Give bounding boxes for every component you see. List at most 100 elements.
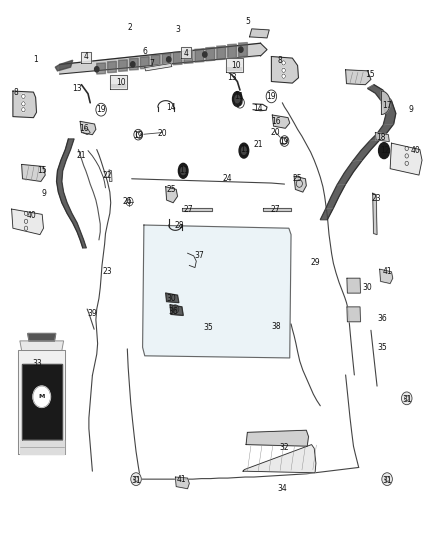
Text: 9: 9 [409,105,413,114]
Ellipse shape [181,167,186,174]
Polygon shape [166,293,179,303]
Circle shape [21,108,25,112]
Polygon shape [380,269,393,284]
Circle shape [131,62,135,67]
Text: 25: 25 [166,185,176,194]
Text: 40: 40 [410,146,420,155]
Circle shape [166,57,171,62]
Polygon shape [226,58,243,72]
Polygon shape [55,60,73,71]
Polygon shape [21,364,62,440]
Text: 30: 30 [166,294,176,303]
Text: 31: 31 [131,476,141,484]
Polygon shape [13,91,36,118]
Polygon shape [12,209,43,235]
Circle shape [236,98,244,108]
Polygon shape [57,139,86,248]
Text: 26: 26 [123,197,132,206]
Circle shape [134,130,143,140]
Polygon shape [97,63,106,74]
Circle shape [95,67,99,72]
Polygon shape [60,43,267,74]
Ellipse shape [241,147,246,155]
Polygon shape [390,143,422,175]
Circle shape [239,47,243,52]
Polygon shape [294,176,306,192]
Text: 7: 7 [149,59,154,68]
Text: 11: 11 [179,166,189,175]
Text: 36: 36 [378,314,388,323]
Polygon shape [239,43,247,57]
Text: 41: 41 [382,268,392,276]
Text: 11: 11 [240,145,250,154]
Text: 22: 22 [103,171,113,180]
Circle shape [382,473,392,486]
Polygon shape [143,225,291,358]
Circle shape [21,102,25,106]
Text: 11: 11 [234,92,244,101]
Circle shape [281,138,287,145]
Text: 17: 17 [382,101,392,110]
Text: 13: 13 [227,73,237,82]
Polygon shape [119,60,127,71]
Polygon shape [381,91,390,115]
Text: 33: 33 [32,359,42,368]
Polygon shape [18,351,65,454]
Ellipse shape [239,143,249,158]
Text: 37: 37 [194,252,204,260]
Polygon shape [346,70,371,85]
Text: 4: 4 [83,52,88,61]
Circle shape [96,103,106,116]
Text: 24: 24 [223,174,233,183]
Text: 38: 38 [271,321,281,330]
Text: 1: 1 [33,55,38,63]
Text: 40: 40 [26,212,36,221]
Text: 15: 15 [37,166,47,175]
Text: 23: 23 [103,268,113,276]
Text: 12: 12 [380,146,390,155]
Circle shape [137,131,143,139]
Text: 16: 16 [271,117,281,126]
Circle shape [266,90,277,103]
Text: 8: 8 [14,87,18,96]
Polygon shape [141,56,149,69]
Polygon shape [250,29,269,38]
Circle shape [282,61,286,65]
Polygon shape [184,51,193,63]
Circle shape [203,52,207,57]
Text: 36: 36 [168,307,178,316]
Text: 8: 8 [278,56,283,64]
Circle shape [21,94,25,99]
Polygon shape [170,305,183,316]
Text: 27: 27 [184,205,193,214]
Text: 2: 2 [127,23,132,32]
Text: 20: 20 [157,129,167,138]
Polygon shape [28,334,56,341]
Circle shape [402,392,412,405]
Text: 5: 5 [245,18,250,27]
Polygon shape [195,49,204,62]
Text: 6: 6 [142,47,147,55]
Polygon shape [151,55,160,67]
Polygon shape [109,169,112,181]
Polygon shape [145,63,172,71]
Polygon shape [246,430,308,446]
Circle shape [173,307,177,311]
Circle shape [282,74,286,78]
Text: 19: 19 [267,92,276,101]
Text: 21: 21 [77,151,86,160]
Polygon shape [347,307,360,322]
Polygon shape [162,53,171,66]
Circle shape [126,197,133,206]
Text: 35: 35 [203,323,213,332]
Text: 25: 25 [293,174,302,183]
Polygon shape [375,133,389,142]
Polygon shape [175,477,189,489]
Text: 19: 19 [280,137,290,146]
Text: 18: 18 [376,133,385,142]
Circle shape [282,68,286,72]
Ellipse shape [233,92,242,107]
Text: M: M [39,394,45,399]
Polygon shape [182,208,212,211]
Text: 20: 20 [271,128,281,137]
